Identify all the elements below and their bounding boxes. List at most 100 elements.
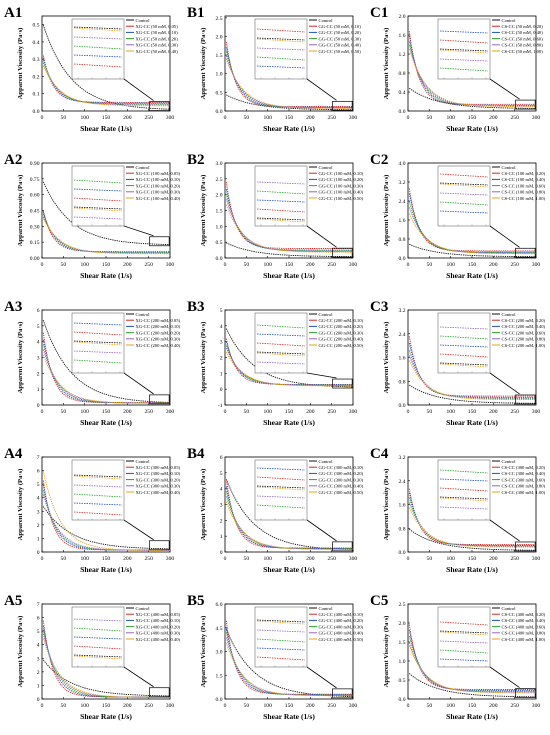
y-tick-label: 4 <box>37 643 40 649</box>
inset-series-line <box>256 467 306 471</box>
series-line <box>409 528 536 551</box>
legend-label: GG-CC (50 mM, 0.40) <box>319 43 362 49</box>
y-tick-label: 1.0 <box>216 224 223 230</box>
y-tick-label: 1.0 <box>216 72 223 78</box>
y-tick-label: 1 <box>37 536 40 542</box>
y-tick-label: 0 <box>220 387 223 393</box>
inset-series-line <box>256 629 306 633</box>
y-tick-label: 5 <box>220 471 223 477</box>
inset-series-line <box>73 627 123 632</box>
panel-label: C1 <box>370 5 388 21</box>
y-tick-label: 2 <box>37 670 40 676</box>
y-tick-label: 0 <box>37 697 40 703</box>
zoom-arrow <box>123 519 154 541</box>
y-tick-label: 2.4 <box>399 479 406 485</box>
y-tick-label: 5 <box>37 324 40 330</box>
panel-label: A2 <box>4 152 22 168</box>
y-tick-label: 0.8 <box>399 526 406 532</box>
legend-label: CS-CC (100 mM, 0.40) <box>502 177 546 183</box>
y-tick-label: 1.5 <box>399 640 406 646</box>
zoom-box <box>332 688 353 699</box>
series-line <box>225 189 353 251</box>
y-tick-label: 0.0 <box>399 403 406 409</box>
inset-series-line <box>256 47 306 51</box>
y-tick-label: 0.5 <box>216 240 223 246</box>
y-tick-label: 2 <box>220 356 223 362</box>
y-tick-label: 2.5 <box>216 177 223 183</box>
y-tick-label: 6 <box>220 455 223 461</box>
inset-series-line <box>73 197 123 202</box>
legend-label: GG-CC (300 mM, 0.30) <box>319 477 364 483</box>
x-tick-label: 300 <box>532 262 541 268</box>
panel-b2: B2 Apparent Viscosity (Pa·s) Shear Rate (1… <box>187 152 364 280</box>
x-tick-label: 200 <box>123 115 132 121</box>
x-tick-label: 100 <box>80 115 89 121</box>
x-tick-label: 50 <box>244 262 250 268</box>
x-tick-label: 50 <box>61 703 67 709</box>
x-tick-label: 300 <box>532 703 541 709</box>
x-axis-label: Shear Rate (1/s) <box>446 124 498 133</box>
x-tick-label: 100 <box>263 115 272 121</box>
inset-series-line <box>73 341 123 346</box>
inset-series-line <box>73 493 123 498</box>
inset-frame <box>254 606 308 668</box>
panel-label: B1 <box>187 5 205 21</box>
panel-label: B2 <box>187 152 205 168</box>
panel-label: A4 <box>4 446 23 462</box>
inset-series-line <box>256 217 306 221</box>
panel-label: C3 <box>370 299 388 315</box>
series-line <box>408 360 536 401</box>
x-tick-label: 250 <box>510 115 519 121</box>
legend-label: GG-CC (200 mM, 0.40) <box>319 337 364 343</box>
series-line <box>408 642 536 693</box>
legend-label: XG-CC (100 mM, 0.05) <box>136 171 181 177</box>
x-tick-label: 150 <box>468 556 477 562</box>
x-tick-label: 200 <box>489 409 498 415</box>
x-axis-label: Shear Rate (1/s) <box>80 271 132 280</box>
y-tick-label: 1 <box>220 371 223 377</box>
y-tick-label: 0.0 <box>216 256 223 262</box>
panel-label: A3 <box>4 299 22 315</box>
legend-label: XG-CC (400 mM, 0.20) <box>136 624 181 630</box>
series-line <box>408 635 536 692</box>
x-axis-label: Shear Rate (1/s) <box>80 565 132 574</box>
inset-series-line <box>256 351 306 355</box>
y-tick-label: 0.5 <box>399 678 406 684</box>
y-axis-label: Apparent Viscosity (Pa·s) <box>200 28 207 100</box>
y-tick-label: 6.0 <box>216 602 223 608</box>
legend-label: XG-CC (50 mM, 0.30) <box>136 43 179 49</box>
y-tick-label: 0.1 <box>33 92 40 98</box>
legend-label: CS-CC (100 mM, 0.60) <box>502 183 546 189</box>
zoom-arrow <box>306 78 337 101</box>
y-tick-label: 0.0 <box>399 256 406 262</box>
legend-label: GG-CC (300 mM, 0.20) <box>319 471 364 477</box>
x-tick-label: 200 <box>123 703 132 709</box>
inset-series-line <box>439 58 489 62</box>
inset-series-line <box>439 630 489 634</box>
panel-a1: A1 Apparent Viscosity (Pa·s) Shear Rate (1… <box>4 5 178 133</box>
inset-series-line <box>73 179 123 184</box>
inset-series-line <box>439 201 489 206</box>
x-tick-label: 300 <box>349 115 358 121</box>
panel-b4: B4 Apparent Viscosity (Pa·s) Shear Rate (1… <box>187 446 364 574</box>
x-tick-label: 250 <box>144 262 153 268</box>
inset-series-line <box>439 497 489 502</box>
x-tick-label: 0 <box>224 262 227 268</box>
y-tick-label: 2 <box>220 518 223 524</box>
y-tick-label: 2.4 <box>399 199 406 205</box>
y-tick-label: 5 <box>220 308 223 314</box>
series-line <box>42 494 170 551</box>
legend-label: XG-CC (100 mM, 0.30) <box>136 190 181 196</box>
series-line <box>42 55 170 103</box>
legend-label: GG-CC (200 mM, 0.10) <box>319 318 364 324</box>
inset-series-line <box>439 631 489 636</box>
legend-label: Control <box>502 312 517 317</box>
zoom-box <box>515 541 536 552</box>
legend-label: CS-CC (50 mM, 0.20) <box>502 24 544 30</box>
inset-series-line <box>73 340 123 344</box>
inset-series-line <box>256 342 306 347</box>
series-line <box>225 351 353 387</box>
inset-series-line <box>73 645 123 650</box>
legend-label: CS-CC (400 mM, 0.20) <box>502 612 546 618</box>
inset-series-line <box>439 183 489 188</box>
